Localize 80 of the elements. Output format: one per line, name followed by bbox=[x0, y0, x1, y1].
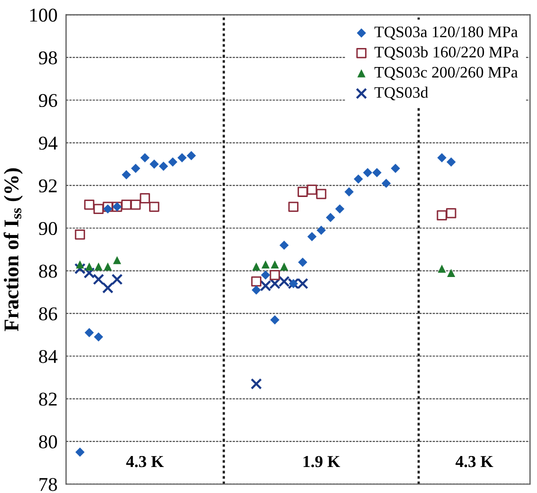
y-tick-label: 98 bbox=[38, 51, 57, 64]
point bbox=[280, 240, 289, 250]
point bbox=[335, 204, 344, 214]
point bbox=[437, 153, 446, 162]
point bbox=[250, 378, 262, 390]
point bbox=[103, 204, 112, 214]
y-tick-label: 92 bbox=[38, 179, 57, 192]
point bbox=[270, 270, 280, 280]
point bbox=[140, 193, 150, 204]
point bbox=[186, 150, 196, 160]
y-tick-label: 82 bbox=[39, 392, 57, 406]
point bbox=[168, 157, 178, 167]
point bbox=[252, 285, 261, 295]
point bbox=[390, 164, 400, 173]
point bbox=[94, 332, 104, 342]
point bbox=[363, 168, 372, 178]
point bbox=[130, 200, 141, 210]
point bbox=[94, 262, 103, 271]
point bbox=[280, 262, 288, 271]
annotation: 4.3 K bbox=[126, 456, 164, 468]
point bbox=[438, 264, 446, 273]
y-tick-label: 94 bbox=[38, 136, 58, 150]
point bbox=[326, 212, 336, 222]
point bbox=[113, 256, 122, 264]
point bbox=[150, 160, 159, 169]
point bbox=[446, 157, 456, 167]
point bbox=[344, 187, 354, 196]
point bbox=[93, 204, 104, 214]
legend-label: TQS03c 200/260 MPa bbox=[374, 66, 518, 80]
y-tick-label: 84 bbox=[39, 350, 58, 364]
y-tick-label: 80 bbox=[39, 435, 57, 448]
point bbox=[252, 262, 260, 271]
point bbox=[84, 200, 94, 210]
point bbox=[436, 210, 447, 220]
point bbox=[316, 188, 326, 200]
point bbox=[104, 262, 112, 271]
y-tick-label: 86 bbox=[39, 307, 58, 320]
legend-label: TQS03b 160/220 MPa bbox=[374, 46, 519, 60]
point bbox=[74, 263, 86, 274]
annotation: 4.3 K bbox=[456, 456, 494, 468]
point bbox=[251, 276, 262, 287]
point bbox=[316, 226, 326, 235]
point bbox=[354, 174, 363, 184]
annotation: 1.9 K bbox=[304, 456, 340, 468]
point bbox=[270, 315, 280, 324]
point bbox=[298, 186, 308, 197]
y-tick-label: 78 bbox=[40, 478, 57, 492]
point bbox=[177, 153, 187, 162]
point bbox=[92, 274, 104, 285]
point bbox=[149, 202, 160, 212]
point bbox=[446, 208, 456, 218]
point bbox=[270, 260, 279, 268]
point bbox=[262, 260, 270, 268]
legend-label: TQS03d bbox=[374, 86, 428, 100]
y-tick-label: 100 bbox=[30, 8, 57, 22]
point bbox=[85, 262, 94, 271]
legend-label: TQS03a 120/180 MPa bbox=[374, 26, 518, 40]
point bbox=[122, 170, 131, 180]
y-tick-label: 96 bbox=[38, 94, 58, 108]
point bbox=[298, 258, 308, 267]
point bbox=[84, 328, 94, 338]
y-axis-title: Fraction of I$_{ss}$ (%) bbox=[4, 168, 23, 332]
point bbox=[102, 282, 114, 294]
point bbox=[131, 164, 140, 173]
point bbox=[260, 270, 270, 280]
point bbox=[307, 232, 317, 242]
point bbox=[75, 448, 85, 457]
point bbox=[74, 229, 86, 240]
point bbox=[158, 162, 168, 171]
point bbox=[288, 202, 298, 212]
y-tick-label: 90 bbox=[38, 222, 57, 236]
point bbox=[372, 168, 382, 178]
point bbox=[140, 153, 150, 162]
point bbox=[111, 274, 123, 285]
point bbox=[447, 268, 456, 277]
point bbox=[306, 184, 318, 195]
point bbox=[382, 178, 391, 188]
point bbox=[76, 260, 84, 268]
y-tick-label: 88 bbox=[39, 264, 57, 278]
point bbox=[84, 267, 95, 279]
